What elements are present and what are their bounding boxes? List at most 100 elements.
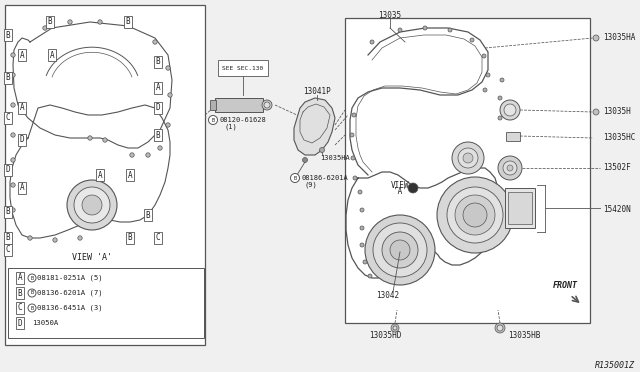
Circle shape: [264, 102, 270, 108]
Text: 13035HD: 13035HD: [369, 330, 401, 340]
Text: R135001Z: R135001Z: [595, 360, 635, 369]
Circle shape: [360, 208, 364, 212]
Text: C: C: [156, 234, 160, 243]
Circle shape: [408, 183, 418, 193]
Circle shape: [88, 136, 92, 140]
Circle shape: [482, 54, 486, 58]
Circle shape: [390, 240, 410, 260]
Circle shape: [262, 100, 272, 110]
Text: B: B: [156, 58, 160, 67]
Text: A: A: [20, 183, 24, 192]
Circle shape: [319, 148, 324, 153]
Bar: [506, 132, 520, 141]
Circle shape: [463, 153, 473, 163]
Circle shape: [365, 215, 435, 285]
Circle shape: [11, 103, 15, 107]
Bar: [345, 18, 590, 323]
Circle shape: [352, 113, 356, 117]
Circle shape: [360, 243, 364, 247]
Circle shape: [483, 88, 487, 92]
Text: A: A: [18, 273, 22, 282]
Text: 08186-6201A: 08186-6201A: [301, 175, 348, 181]
Circle shape: [498, 156, 522, 180]
Circle shape: [463, 203, 487, 227]
Text: (1): (1): [224, 124, 237, 130]
Text: 13035HA: 13035HA: [320, 155, 349, 161]
Circle shape: [458, 148, 478, 168]
Circle shape: [393, 326, 397, 330]
Bar: [5, 5, 205, 345]
Circle shape: [28, 236, 32, 240]
Circle shape: [495, 323, 505, 333]
Circle shape: [437, 177, 513, 253]
Circle shape: [507, 165, 513, 171]
Text: A: A: [128, 170, 132, 180]
Circle shape: [78, 236, 82, 240]
Text: FRONT: FRONT: [552, 280, 577, 289]
Circle shape: [470, 38, 474, 42]
Text: A: A: [50, 51, 54, 60]
Text: SEE SEC.130: SEE SEC.130: [222, 65, 264, 71]
Circle shape: [368, 274, 372, 278]
Circle shape: [28, 274, 36, 282]
Text: D: D: [6, 166, 10, 174]
Bar: [8, 268, 204, 338]
Text: 08136-6201A (7): 08136-6201A (7): [37, 290, 102, 296]
Circle shape: [126, 24, 130, 28]
Text: D: D: [18, 318, 22, 327]
Circle shape: [452, 142, 484, 174]
Circle shape: [67, 180, 117, 230]
Circle shape: [28, 304, 36, 312]
Text: 13042: 13042: [376, 291, 399, 299]
Bar: [505, 188, 535, 228]
Circle shape: [153, 40, 157, 44]
Text: C: C: [6, 113, 10, 122]
Circle shape: [398, 28, 402, 32]
Text: 13041P: 13041P: [303, 87, 331, 96]
Circle shape: [370, 40, 374, 44]
Circle shape: [103, 138, 108, 142]
Polygon shape: [294, 98, 335, 155]
Circle shape: [166, 66, 170, 70]
Circle shape: [146, 153, 150, 157]
Text: C: C: [6, 246, 10, 254]
Circle shape: [11, 183, 15, 187]
Circle shape: [158, 146, 162, 150]
Bar: [508, 192, 532, 224]
Circle shape: [503, 161, 517, 175]
Circle shape: [303, 157, 307, 163]
Circle shape: [500, 78, 504, 82]
Text: 15420N: 15420N: [603, 205, 631, 215]
Text: B: B: [31, 305, 33, 311]
Circle shape: [130, 153, 134, 157]
Text: 'A': 'A': [393, 187, 407, 196]
Circle shape: [11, 53, 15, 57]
Circle shape: [351, 156, 355, 160]
Bar: [215, 98, 263, 112]
Text: 08120-61628: 08120-61628: [219, 117, 266, 123]
Text: 13035H: 13035H: [603, 108, 631, 116]
Circle shape: [168, 93, 172, 97]
Circle shape: [593, 109, 599, 115]
Circle shape: [350, 133, 354, 137]
Circle shape: [391, 324, 399, 332]
Text: A: A: [98, 170, 102, 180]
Text: C: C: [18, 304, 22, 312]
Text: 13502F: 13502F: [603, 164, 631, 173]
Circle shape: [11, 73, 15, 77]
Circle shape: [360, 226, 364, 230]
Text: B: B: [6, 31, 10, 39]
Text: (9): (9): [305, 182, 317, 188]
Text: VIEW 'A': VIEW 'A': [72, 253, 112, 263]
Bar: [210, 100, 216, 110]
Text: 13035HA: 13035HA: [603, 33, 636, 42]
Text: B: B: [211, 118, 214, 122]
Text: B: B: [31, 276, 33, 280]
Text: B: B: [18, 289, 22, 298]
Circle shape: [28, 289, 36, 297]
Circle shape: [486, 73, 490, 77]
Text: A: A: [20, 51, 24, 60]
Circle shape: [373, 223, 427, 277]
Circle shape: [593, 35, 599, 41]
Circle shape: [82, 195, 102, 215]
